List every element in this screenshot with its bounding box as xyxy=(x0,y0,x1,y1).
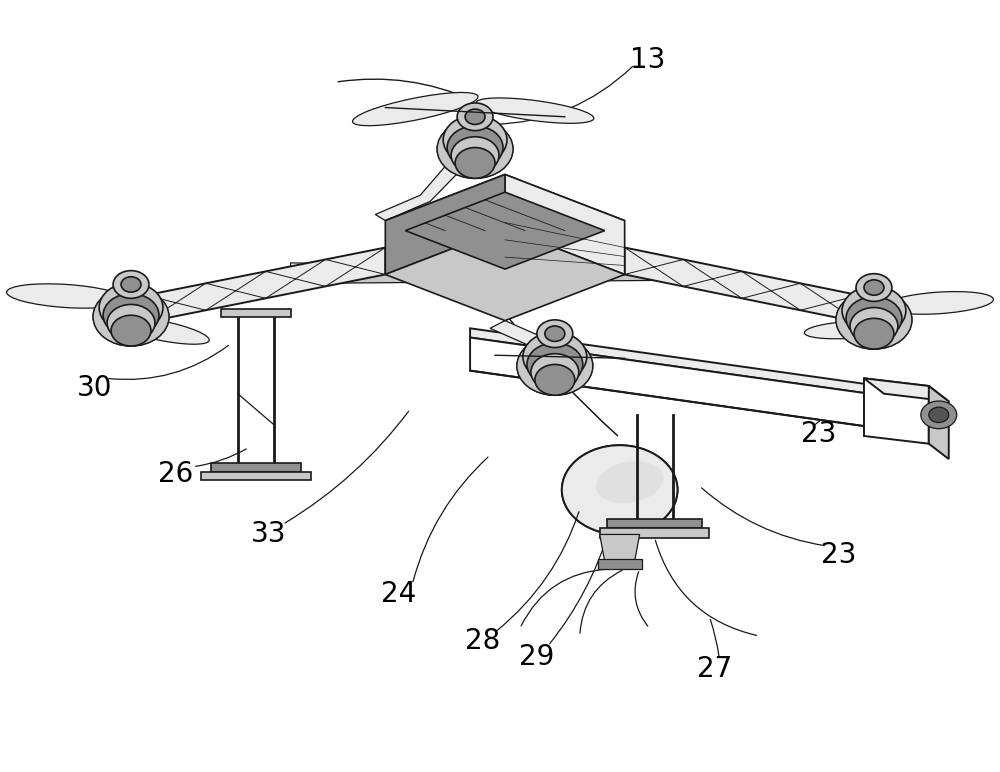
Polygon shape xyxy=(470,337,869,427)
Polygon shape xyxy=(221,309,291,317)
Text: 29: 29 xyxy=(519,643,555,671)
Circle shape xyxy=(562,445,678,534)
Ellipse shape xyxy=(113,317,209,344)
Polygon shape xyxy=(600,528,709,537)
Circle shape xyxy=(545,326,565,341)
Circle shape xyxy=(447,126,503,169)
Circle shape xyxy=(921,401,957,428)
Polygon shape xyxy=(470,328,869,394)
Circle shape xyxy=(451,137,499,174)
Circle shape xyxy=(443,115,507,164)
Polygon shape xyxy=(375,149,475,221)
Polygon shape xyxy=(146,248,385,322)
Circle shape xyxy=(864,279,884,295)
Text: 30: 30 xyxy=(76,374,112,401)
Circle shape xyxy=(856,274,892,301)
Text: 13: 13 xyxy=(630,46,665,74)
Polygon shape xyxy=(271,271,719,283)
Polygon shape xyxy=(607,519,702,528)
Polygon shape xyxy=(490,320,570,359)
Circle shape xyxy=(103,293,159,337)
Circle shape xyxy=(527,343,583,386)
Circle shape xyxy=(537,320,573,347)
Polygon shape xyxy=(864,378,929,444)
Circle shape xyxy=(854,318,894,349)
Text: 23: 23 xyxy=(801,420,837,448)
Circle shape xyxy=(929,407,949,422)
Text: 33: 33 xyxy=(251,520,286,547)
Circle shape xyxy=(842,286,906,335)
Circle shape xyxy=(836,290,912,349)
Circle shape xyxy=(93,287,169,346)
Ellipse shape xyxy=(804,321,894,339)
Polygon shape xyxy=(598,559,642,569)
Circle shape xyxy=(517,337,593,395)
Text: 27: 27 xyxy=(697,655,732,683)
Circle shape xyxy=(437,120,513,178)
Circle shape xyxy=(531,354,579,391)
Polygon shape xyxy=(600,534,640,561)
Circle shape xyxy=(836,290,912,349)
Circle shape xyxy=(99,283,163,332)
Polygon shape xyxy=(625,248,859,322)
Polygon shape xyxy=(405,192,605,269)
Circle shape xyxy=(517,337,593,395)
Ellipse shape xyxy=(884,292,993,314)
Ellipse shape xyxy=(353,93,478,126)
Text: 24: 24 xyxy=(381,580,416,608)
Text: 26: 26 xyxy=(158,460,194,489)
Circle shape xyxy=(455,147,495,178)
Circle shape xyxy=(562,445,678,534)
Circle shape xyxy=(465,109,485,124)
Polygon shape xyxy=(201,472,311,480)
Circle shape xyxy=(457,103,493,130)
Circle shape xyxy=(121,277,141,292)
Circle shape xyxy=(535,364,575,395)
Circle shape xyxy=(846,296,902,340)
Circle shape xyxy=(113,271,149,298)
Ellipse shape xyxy=(476,98,594,124)
Polygon shape xyxy=(291,263,699,273)
Circle shape xyxy=(523,332,587,381)
Polygon shape xyxy=(385,229,625,320)
Text: 28: 28 xyxy=(465,628,501,655)
Text: 23: 23 xyxy=(821,541,857,569)
Polygon shape xyxy=(505,174,625,275)
Ellipse shape xyxy=(596,461,663,503)
Circle shape xyxy=(850,307,898,344)
Ellipse shape xyxy=(7,284,126,308)
Polygon shape xyxy=(929,386,949,459)
Circle shape xyxy=(437,120,513,178)
Circle shape xyxy=(107,304,155,341)
Polygon shape xyxy=(211,463,301,472)
Polygon shape xyxy=(385,174,625,267)
Circle shape xyxy=(93,287,169,346)
Circle shape xyxy=(111,315,151,346)
Polygon shape xyxy=(864,378,949,401)
Polygon shape xyxy=(385,174,505,275)
